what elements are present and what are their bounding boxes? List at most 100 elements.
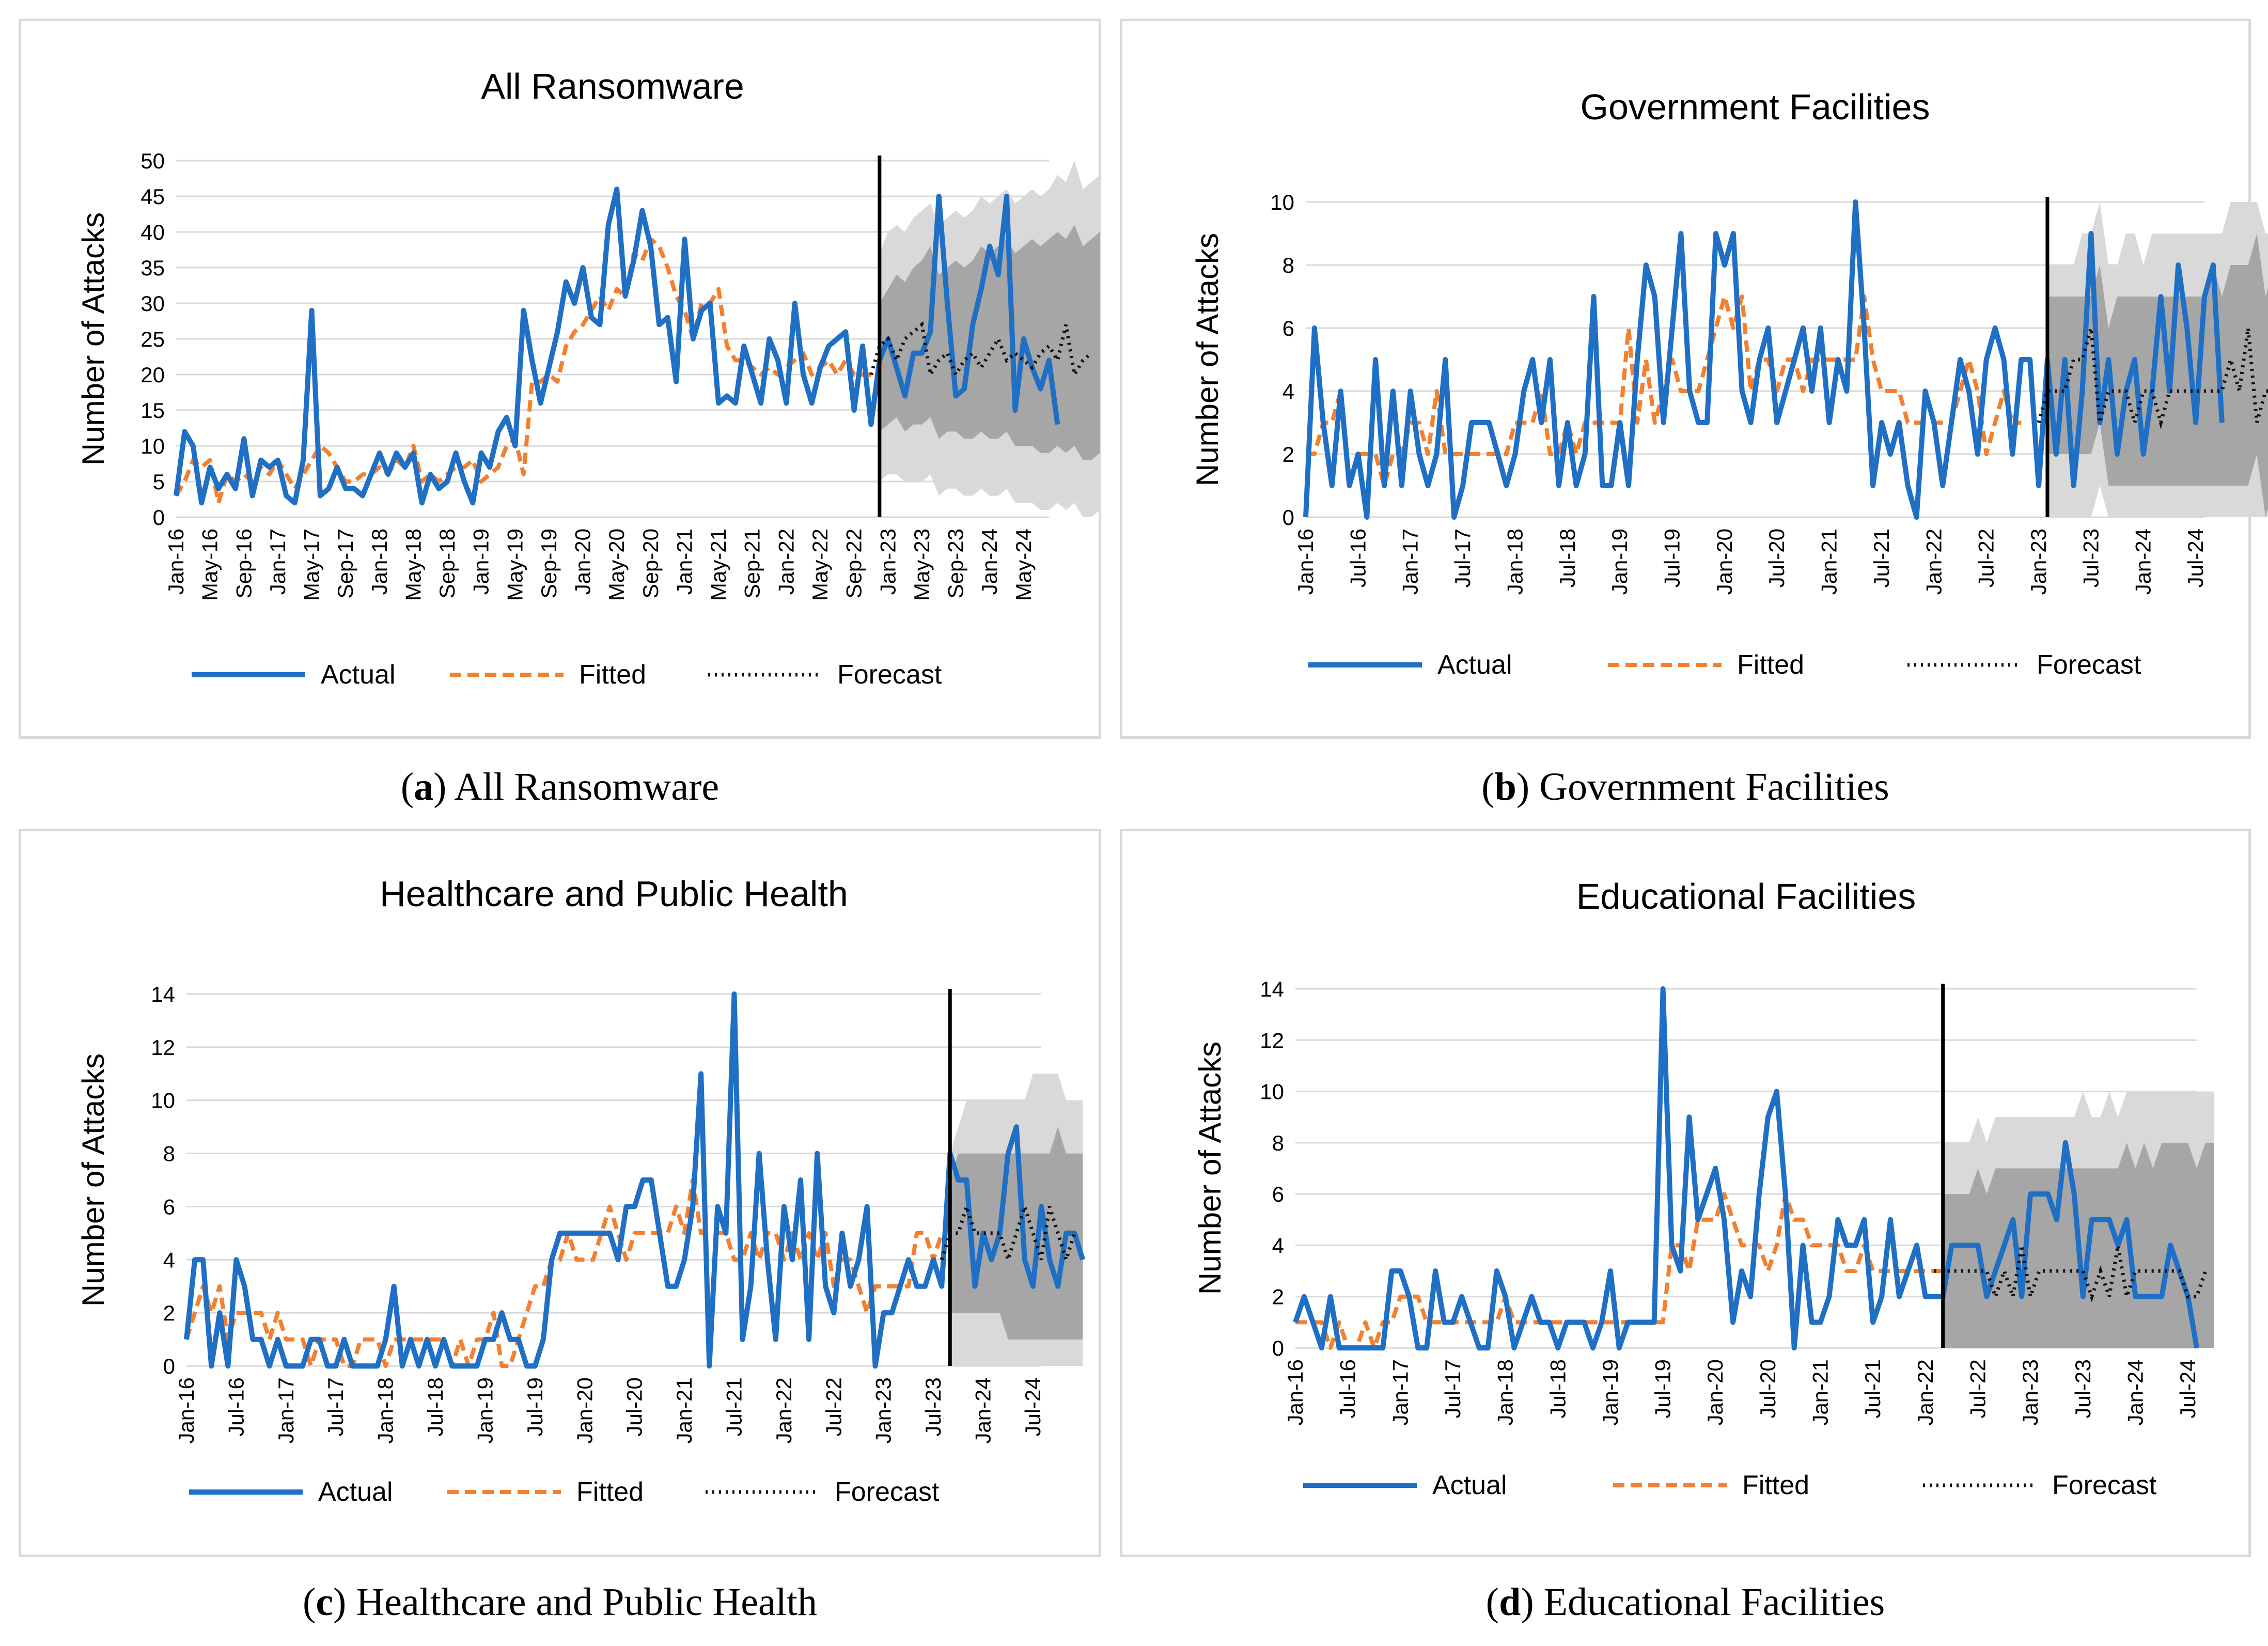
chart-a-xtick-label: Sep-19 xyxy=(537,529,561,598)
chart-a-xtick-label: Jan-22 xyxy=(774,529,798,595)
chart-d-xtick-label: Jul-21 xyxy=(1860,1359,1885,1418)
chart-c-xtick-label: Jan-20 xyxy=(572,1377,597,1443)
chart-c-legend-label: Actual xyxy=(318,1477,393,1507)
chart-d-series-forecast xyxy=(1934,1245,2208,1302)
chart-a-ytick-label: 10 xyxy=(140,434,165,458)
chart-c-xtick-label: Jul-16 xyxy=(224,1377,248,1436)
chart-c-xtick-label: Jan-18 xyxy=(373,1377,398,1443)
chart-a-ytick-label: 20 xyxy=(140,363,165,387)
chart-a-legend-label: Fitted xyxy=(579,660,646,690)
chart-a-xtick-label: May-18 xyxy=(401,529,425,601)
chart-b-xtick-label: Jul-22 xyxy=(1974,529,1998,587)
chart-b-legend-label: Actual xyxy=(1437,650,1512,680)
chart-c-xtick-label: Jan-22 xyxy=(772,1377,796,1443)
chart-a-xtick-label: Sep-16 xyxy=(231,529,256,598)
chart-d-xtick-label: Jan-20 xyxy=(1703,1359,1727,1425)
chart-b-xtick-label: Jan-19 xyxy=(1607,529,1632,595)
chart-c-xtick-label: Jan-17 xyxy=(274,1377,298,1443)
chart-d-xtick-label: Jul-16 xyxy=(1336,1359,1360,1418)
chart-c-xtick-label: Jul-17 xyxy=(323,1377,348,1436)
chart-b-legend-label: Fitted xyxy=(1737,650,1804,680)
chart-d-ytick-label: 14 xyxy=(1260,977,1284,1001)
chart-a-ytick-label: 0 xyxy=(153,505,165,530)
chart-d-xtick-label: Jul-20 xyxy=(1756,1359,1780,1418)
chart-c-xtick-label: Jan-19 xyxy=(473,1377,497,1443)
chart-a-legend-label: Actual xyxy=(321,660,396,690)
chart-c-band-inner xyxy=(950,1127,1083,1340)
chart-c-series-actual xyxy=(184,991,1086,1369)
chart-d-xtick-label: Jan-22 xyxy=(1913,1359,1937,1425)
chart-c-xtick-label: Jul-21 xyxy=(722,1377,746,1436)
chart-d-xtick-label: Jan-19 xyxy=(1598,1359,1622,1425)
chart-a-series-fitted xyxy=(174,237,871,505)
chart-d-legend-label: Fitted xyxy=(1742,1470,1809,1500)
chart-a-ytick-label: 25 xyxy=(140,327,165,351)
chart-panel-a: All Ransomware Number of Attacks 0 5 10 15 20 2… xyxy=(19,19,1101,739)
caption-c: (c) Healthcare and Public Health xyxy=(303,1580,817,1624)
chart-b-title: Government Facilities xyxy=(1581,87,1930,127)
chart-b-xtick-label: Jul-24 xyxy=(2183,529,2208,587)
chart-c-ytick-label: 2 xyxy=(163,1301,175,1325)
chart-d-ytick-label: 4 xyxy=(1272,1233,1284,1257)
chart-d-xtick-label: Jul-18 xyxy=(1545,1359,1570,1418)
chart-b-xtick-label: Jan-17 xyxy=(1398,529,1422,595)
chart-c-title: Healthcare and Public Health xyxy=(380,874,848,914)
chart-d-ytick-label: 12 xyxy=(1260,1028,1284,1052)
chart-a-xtick-label: Jan-18 xyxy=(367,529,392,595)
chart-d-xtick-label: Jul-24 xyxy=(2176,1359,2200,1418)
chart-a-xtick-label: Sep-17 xyxy=(333,529,357,598)
chart-a-xtick-label: May-21 xyxy=(706,529,730,601)
chart-a-ytick-label: 50 xyxy=(140,149,165,173)
chart-panel-d: Educational Facilities Number of Attacks 0… xyxy=(1120,829,2251,1557)
chart-c-ytick-label: 12 xyxy=(151,1035,175,1060)
chart-a-ytick-label: 30 xyxy=(140,291,165,316)
chart-a-xtick-label: Sep-20 xyxy=(638,529,663,598)
chart-b-ytick-label: 4 xyxy=(1282,379,1294,403)
chart-a-ylabel: Number of Attacks xyxy=(76,212,111,465)
chart-b-legend-label: Forecast xyxy=(2037,650,2141,680)
chart-c-xtick-label: Jul-23 xyxy=(921,1377,945,1436)
chart-d-xtick-label: Jul-17 xyxy=(1441,1359,1465,1418)
chart-c-xtick-label: Jan-21 xyxy=(672,1377,696,1443)
chart-a-legend-label: Forecast xyxy=(837,660,942,690)
chart-a-xtick-label: May-19 xyxy=(503,529,527,601)
chart-c-xtick-label: Jul-20 xyxy=(622,1377,647,1436)
chart-d-xtick-label: Jul-22 xyxy=(1966,1359,1990,1418)
chart-b-xtick-label: Jul-20 xyxy=(1764,529,1789,587)
chart-d-title: Educational Facilities xyxy=(1576,876,1916,917)
chart-a-xtick-label: Jan-16 xyxy=(164,529,188,595)
chart-a-xtick-label: Sep-21 xyxy=(740,529,764,598)
chart-c-xtick-label: Jan-23 xyxy=(871,1377,896,1443)
chart-b-xtick-label: Jan-16 xyxy=(1293,529,1318,595)
chart-d-legend-label: Actual xyxy=(1432,1470,1507,1500)
chart-c-ytick-label: 10 xyxy=(151,1089,175,1113)
chart-d-ytick-label: 8 xyxy=(1272,1131,1284,1155)
caption-c-letter: c xyxy=(316,1580,334,1624)
chart-b-xtick-label: Jul-17 xyxy=(1450,529,1475,587)
chart-b-ylabel: Number of Attacks xyxy=(1190,233,1225,486)
chart-c-xtick-label: Jan-24 xyxy=(971,1377,995,1443)
caption-b-letter: b xyxy=(1494,765,1516,809)
chart-c-ytick-label: 0 xyxy=(163,1354,175,1378)
caption-a: (a) All Ransomware xyxy=(400,765,719,809)
chart-d-xtick-label: Jan-21 xyxy=(1808,1359,1833,1425)
chart-a-xtick-label: May-22 xyxy=(808,529,832,601)
chart-d-xtick-label: Jul-23 xyxy=(2071,1359,2095,1418)
chart-c-ytick-label: 6 xyxy=(163,1194,175,1219)
chart-a-xtick-label: May-16 xyxy=(198,529,222,601)
chart-c-legend-label: Forecast xyxy=(835,1477,940,1507)
chart-d-ylabel: Number of Attacks xyxy=(1193,1042,1227,1295)
chart-b-ytick-label: 10 xyxy=(1270,190,1294,214)
chart-b: Government Facilities Number of Attacks 0 2… xyxy=(1190,87,2268,680)
chart-c-ytick-label: 14 xyxy=(151,982,175,1006)
chart-a-xtick-label: May-20 xyxy=(604,529,629,601)
chart-d-xtick-label: Jan-17 xyxy=(1388,1359,1412,1425)
caption-c-text: Healthcare and Public Health xyxy=(356,1580,817,1624)
chart-d: Educational Facilities Number of Attacks 0… xyxy=(1193,876,2214,1500)
chart-a-xtick-label: Sep-22 xyxy=(842,529,866,598)
chart-c-xtick-label: Jul-22 xyxy=(821,1377,846,1436)
chart-d-ytick-label: 6 xyxy=(1272,1182,1284,1206)
chart-a-xtick-label: Jan-20 xyxy=(571,529,595,595)
chart-a-ytick-label: 35 xyxy=(140,256,165,280)
caption-d-letter: d xyxy=(1499,1580,1521,1624)
